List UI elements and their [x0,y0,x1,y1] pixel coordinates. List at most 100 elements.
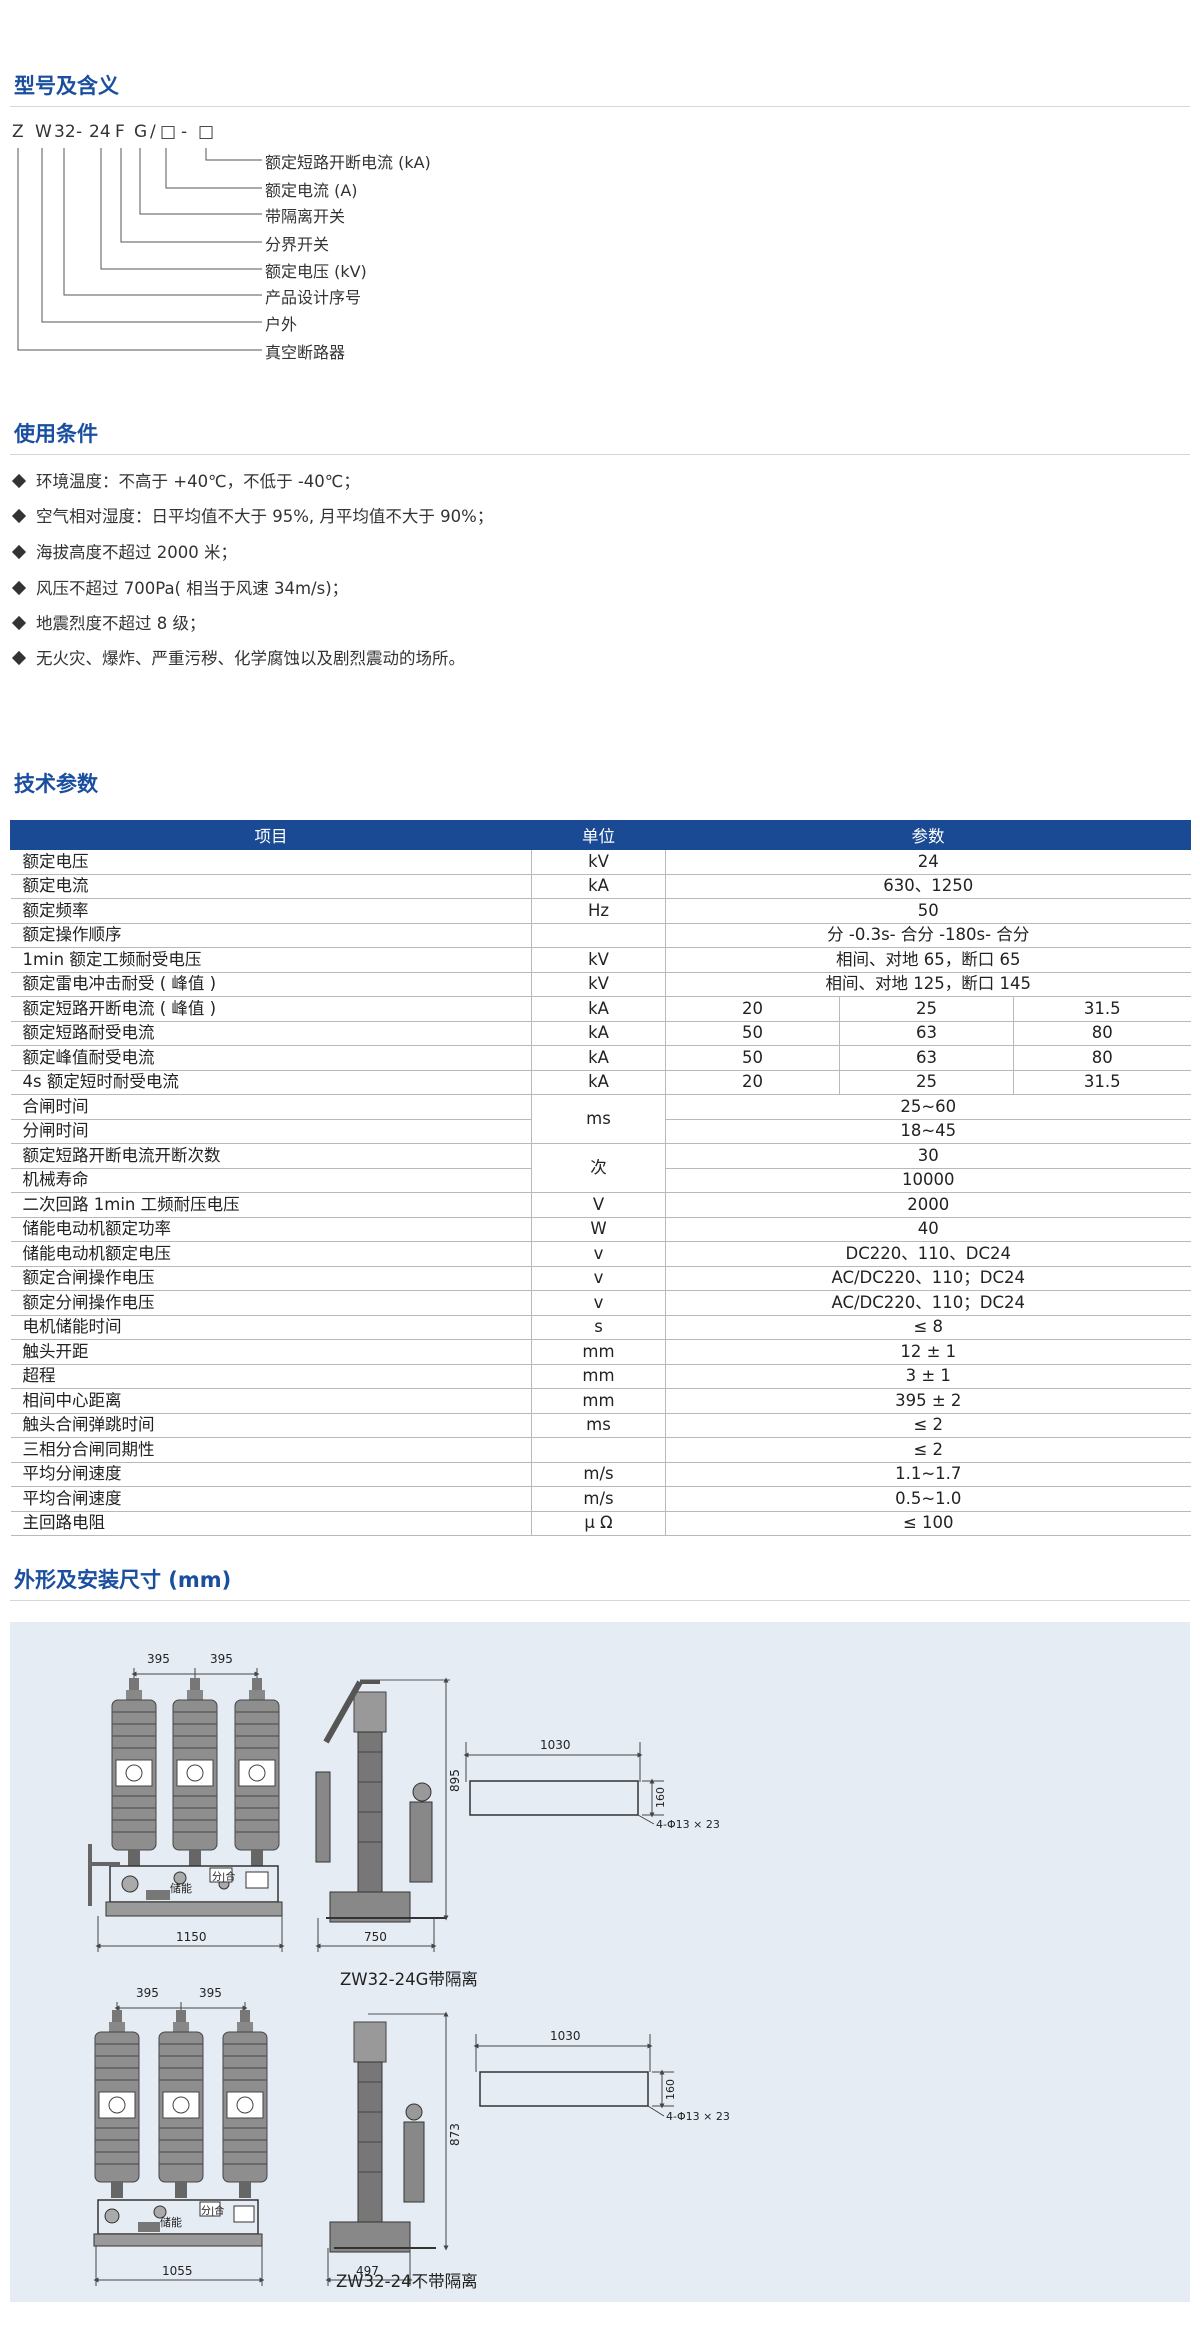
param-item: 额定短路开断电流 ( 峰值 ) [10,996,532,1022]
model-code-char: □ [198,122,215,142]
dim-pitch-2: 395 [199,1986,222,2000]
param-value: 395 ± 2 [665,1388,1191,1414]
condition-item: 地震烈度不超过 8 级； [11,610,206,634]
table-row: 额定操作顺序 分 -0.3s- 合分 -180s- 合分 [10,923,1191,948]
param-unit: s [531,1315,666,1340]
model-code-char: W [35,122,52,142]
param-unit [531,1437,666,1463]
model-meaning-label: 分界开关 [265,235,330,254]
section-title-conditions: 使用条件 [14,422,98,446]
param-value: 1.1~1.7 [665,1462,1191,1487]
param-value: 10000 [665,1168,1191,1193]
param-value: 0.5~1.0 [665,1486,1191,1512]
param-item: 合闸时间 [10,1094,532,1120]
dim-width: 1055 [162,2264,193,2278]
param-unit: W [531,1217,666,1242]
table-row: 平均分闸速度 m/s 1.1~1.7 [10,1462,1191,1487]
param-unit: kA [531,996,666,1022]
table-row: 触头开距 mm 12 ± 1 [10,1339,1191,1365]
param-value: 相间、对地 65，断口 65 [665,947,1191,973]
param-item: 三相分合闸同期性 [10,1437,532,1463]
header-item: 项目 [10,820,532,850]
param-item: 分闸时间 [10,1119,532,1144]
section-title-model: 型号及含义 [14,74,119,98]
table-row: 储能电动机额定功率 W 40 [10,1217,1191,1242]
drawing-caption: ZW32-24不带隔离 [336,2272,478,2291]
param-value: ≤ 100 [665,1511,1191,1536]
condition-item: 空气相对湿度：日平均值不大于 95%, 月平均值不大于 90%； [11,503,493,527]
condition-item: 海拔高度不超过 2000 米； [11,539,237,563]
mount-view-bottom [473,2034,674,2117]
dim-width: 1150 [176,1930,207,1944]
table-row: 储能电动机额定电压 v DC220、110、DC24 [10,1241,1191,1267]
diamond-bullet-icon [11,508,27,524]
param-value: 25 [839,1070,1014,1095]
diamond-bullet-icon [11,544,27,560]
diamond-bullet-icon [11,650,27,666]
param-value: DC220、110、DC24 [665,1241,1191,1267]
param-value: 63 [839,1045,1014,1071]
dim-side-width: 750 [364,1930,387,1944]
model-meaning-label: 户外 [265,315,298,334]
dim-mount-length: 1030 [540,1738,571,1752]
table-row: 4s 额定短时耐受电流 kA 20 25 31.5 [10,1070,1191,1095]
param-unit: kV [531,947,666,973]
table-row: 机械寿命 10000 [10,1168,1191,1193]
dim-side-height: 873 [448,2123,462,2146]
param-value: ≤ 2 [665,1413,1191,1438]
param-unit: mm [531,1388,666,1414]
front-view-top [88,1668,285,1952]
param-item: 额定分闸操作电压 [10,1290,532,1316]
param-value: 31.5 [1013,1070,1191,1095]
dim-side-height: 895 [448,1769,462,1792]
param-unit: v [531,1290,666,1316]
condition-text: 无火灾、爆炸、严重污秽、化学腐蚀以及剧烈震动的场所。 [36,649,465,668]
tech-params-table: 项目 单位 参数 额定电压 kV 24 额定电流 kA 630、1250 额定频率 Hz 50 额… [10,820,1191,1536]
model-code-char: - [76,122,83,142]
param-item: 相间中心距离 [10,1388,532,1414]
mount-view-top [463,1742,664,1825]
table-row: 额定电压 kV 24 [10,849,1191,875]
param-unit: Hz [531,898,666,924]
table-row: 触头合闸弹跳时间 ms ≤ 2 [10,1413,1191,1438]
param-unit: m/s [531,1486,666,1512]
table-row: 额定电流 kA 630、1250 [10,874,1191,899]
param-value: 50 [665,1045,840,1071]
param-value: 31.5 [1013,996,1191,1022]
drawing-caption: ZW32-24G带隔离 [340,1970,478,1989]
param-value: 40 [665,1217,1191,1242]
dim-side-width: 497 [356,2264,379,2278]
param-unit: 次 [531,1143,666,1193]
dim-holes: 4-Φ13 × 23 [666,2110,730,2123]
param-value: AC/DC220、110；DC24 [665,1290,1191,1316]
model-meaning-label: 带隔离开关 [265,207,346,226]
param-item: 平均分闸速度 [10,1462,532,1487]
param-unit: m/s [531,1462,666,1487]
param-value: 630、1250 [665,874,1191,899]
param-value: 3 ± 1 [665,1364,1191,1389]
param-value: 18~45 [665,1119,1191,1144]
param-item: 储能电动机额定功率 [10,1217,532,1242]
section-divider [10,106,1190,107]
table-row: 二次回路 1min 工频耐压电压 V 2000 [10,1192,1191,1218]
param-value: 12 ± 1 [665,1339,1191,1365]
table-row: 分闸时间 18~45 [10,1119,1191,1144]
section-divider [10,454,1190,455]
table-row: 平均合闸速度 m/s 0.5~1.0 [10,1486,1191,1512]
param-item: 机械寿命 [10,1168,532,1193]
param-value: 相间、对地 125，断口 145 [665,972,1191,997]
table-row: 额定合闸操作电压 v AC/DC220、110；DC24 [10,1266,1191,1291]
table-row: 相间中心距离 mm 395 ± 2 [10,1388,1191,1414]
header-unit: 单位 [531,820,666,850]
param-unit: mm [531,1364,666,1389]
param-unit: kA [531,1021,666,1046]
model-meaning-label: 额定电流 (A) [265,181,358,200]
model-code-char: F [115,122,125,142]
param-unit: v [531,1266,666,1291]
table-row: 额定短路开断电流开断次数次 30 [10,1143,1191,1193]
param-item: 二次回路 1min 工频耐压电压 [10,1192,532,1218]
param-value: 50 [665,898,1191,924]
table-row: 额定分闸操作电压 v AC/DC220、110；DC24 [10,1290,1191,1316]
section-title-tech: 技术参数 [14,772,98,796]
model-meaning-label: 真空断路器 [265,343,346,362]
